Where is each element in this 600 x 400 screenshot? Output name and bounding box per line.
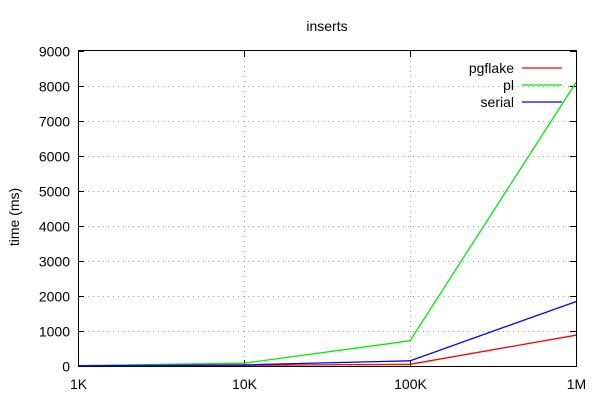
x-tick-label: 10K <box>232 376 258 392</box>
series-line-serial <box>77 300 577 367</box>
series-lines <box>77 82 577 367</box>
y-tick-label: 7000 <box>39 114 70 130</box>
legend-label-pl: pl <box>503 77 514 93</box>
x-tick-label: 100K <box>394 376 427 392</box>
series-line-pgflake <box>77 334 577 367</box>
x-tick-label: 1K <box>70 376 88 392</box>
y-tick-label: 4000 <box>39 219 70 235</box>
y-axis-label: time (ms) <box>6 188 22 246</box>
y-tick-label: 5000 <box>39 184 70 200</box>
y-tick-label: 6000 <box>39 149 70 165</box>
y-tick-label: 0 <box>62 359 70 375</box>
y-tick-label: 9000 <box>39 44 70 60</box>
x-axis-tick-labels: 1K 10K 100K 1M <box>70 376 586 392</box>
legend-label-serial: serial <box>481 94 514 110</box>
plot-frame <box>78 50 577 367</box>
axis-ticks <box>78 51 577 367</box>
series-line-pl <box>77 82 577 367</box>
y-tick-label: 8000 <box>39 79 70 95</box>
y-tick-label: 3000 <box>39 254 70 270</box>
y-axis-tick-labels: 0 1000 2000 3000 4000 5000 6000 7000 8000 9000 <box>39 44 70 375</box>
chart-title: inserts <box>306 18 347 34</box>
y-tick-label: 1000 <box>39 324 70 340</box>
y-tick-label: 2000 <box>39 289 70 305</box>
x-tick-label: 1M <box>567 376 586 392</box>
legend-label-pgflake: pgflake <box>469 60 514 76</box>
